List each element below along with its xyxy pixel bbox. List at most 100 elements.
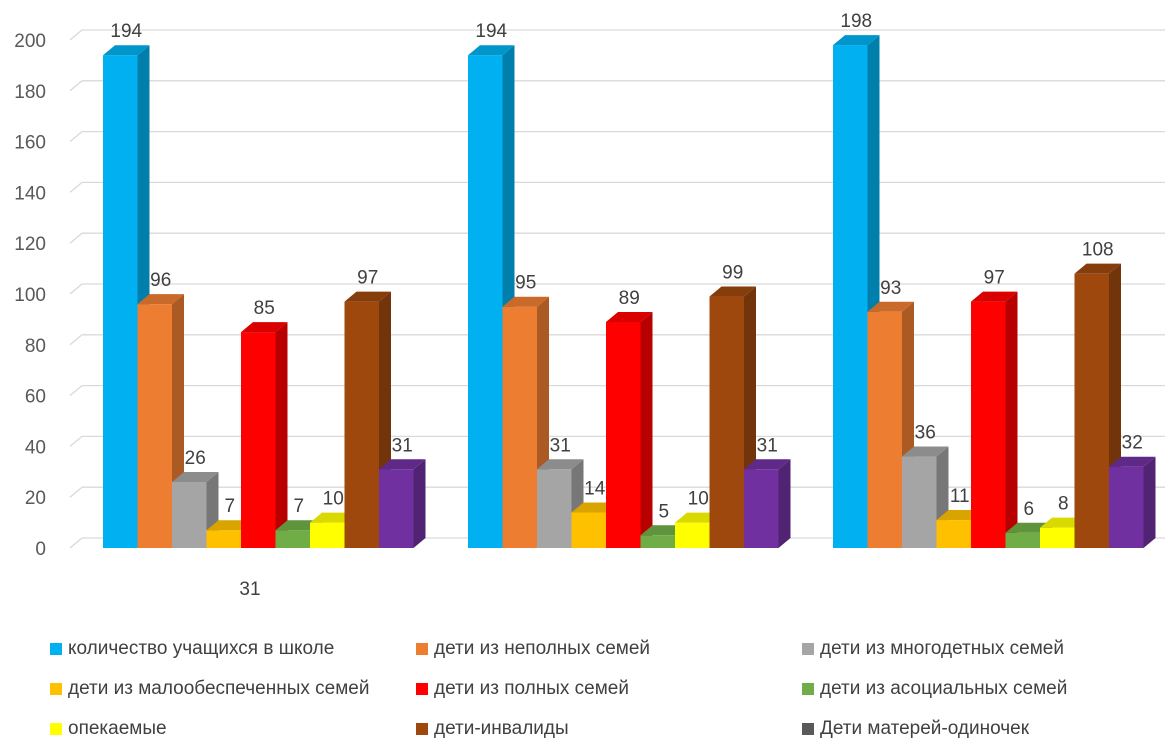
bar-top [103,45,150,56]
legend-swatch [416,683,428,695]
y-tick-label: 20 [25,488,46,509]
y-tick-label: 140 [14,183,46,204]
bar-front [206,530,241,548]
gridline-depth [69,283,83,295]
legend-swatch [50,683,62,695]
bar-top [241,322,288,333]
bar-side [778,459,791,548]
bar-front [936,520,971,548]
legend-item-single-mothers: Дети матерей-одиночек [802,718,1029,740]
bar-top [709,286,756,297]
data-label: 10 [323,489,344,510]
legend-item-complete-families: дети из полных семей [416,678,629,700]
bar-front [379,469,414,548]
gridline-depth [69,181,83,193]
data-label: 93 [880,278,901,299]
data-label: 6 [1023,499,1034,520]
bar-top [1109,456,1156,467]
y-tick-label: 100 [14,285,46,306]
bar-side [1005,291,1018,548]
bar-top [902,446,949,457]
gridline-depth [69,385,83,397]
gridline-depth [69,131,83,143]
gridline-depth [69,232,83,244]
data-label: 5 [658,501,669,522]
bar-front [1074,273,1109,548]
bar-top [502,296,549,307]
bar-front [867,311,902,548]
bar-top [833,35,880,46]
data-label: 31 [757,435,778,456]
legend-label: дети из малообеспеченных семей [68,678,370,699]
bar-front [275,530,310,548]
legend-label: Дети матерей-одиночек [820,718,1030,739]
bar-top [344,291,391,302]
y-tick-label: 160 [14,133,46,154]
legend-swatch [802,683,814,695]
bar-front [709,296,744,548]
bar-front [1040,527,1075,548]
gridline-depth [69,80,83,92]
bar-front [537,469,572,548]
data-label: 7 [293,496,304,517]
bar-top [744,459,791,470]
bar-top [379,459,426,470]
y-tick-label: 0 [35,539,46,560]
bar-top [867,301,914,312]
legend-item-incomplete-families: дети из неполных семей [416,638,650,660]
y-tick-label: 180 [14,82,46,103]
bar [1109,456,1156,548]
bar [744,459,791,548]
bar [379,459,426,548]
y-axis: 0 20 40 60 80 100 120 140 160 180 200 [14,31,46,560]
legend-item-large-families: дети из многодетных семей [802,638,1064,660]
legend-label: количество учащихся в школе [68,638,335,659]
data-labels: 194 96 26 7 85 7 10 97 31 194 95 31 14 89 5 10 99 31 198 93… [110,11,1142,522]
bar-top [172,471,219,482]
y-tick-label: 200 [14,31,46,52]
data-label: 96 [150,270,171,291]
legend-swatch [50,643,62,655]
data-label: 31 [392,435,413,456]
bar-front [1109,466,1144,548]
bar-front [1005,532,1040,548]
bar [344,291,391,548]
data-label: 10 [688,489,709,510]
bar-top [137,294,184,305]
legend: количество учащихся в школе дети из непо… [0,622,1176,747]
bar [606,311,653,548]
gridline-depth [69,537,83,549]
gridline-depth [69,486,83,498]
extra-data-label: 31 [239,579,260,600]
legend-item-wards: опекаемые [50,718,167,740]
bar-top [537,459,584,470]
legend-label: дети из многодетных семей [820,638,1064,659]
data-label: 95 [515,273,536,294]
data-label: 26 [185,448,206,469]
bar-front [137,304,172,548]
gridline-depth [69,435,83,447]
bar-front [606,321,641,548]
bar-side [413,459,426,548]
legend-label: дети-инвалиды [434,718,569,739]
bars [103,35,1156,549]
legend-item-disabled: дети-инвалиды [416,718,569,740]
data-label: 8 [1058,494,1069,515]
y-tick-label: 120 [14,234,46,255]
data-label: 108 [1082,240,1114,261]
data-label: 99 [722,263,743,284]
y-tick-label: 40 [25,437,46,458]
bar-side [1143,456,1156,548]
legend-swatch [50,723,62,735]
bar-top [468,45,515,56]
data-label: 36 [915,423,936,444]
legend-swatch [802,643,814,655]
data-label: 7 [224,496,235,517]
bar-front [675,522,710,548]
legend-label: опекаемые [68,718,167,739]
data-label: 85 [254,298,275,319]
bar-top [1074,263,1121,274]
y-tick-label: 60 [25,387,46,408]
bar-top [971,291,1018,302]
